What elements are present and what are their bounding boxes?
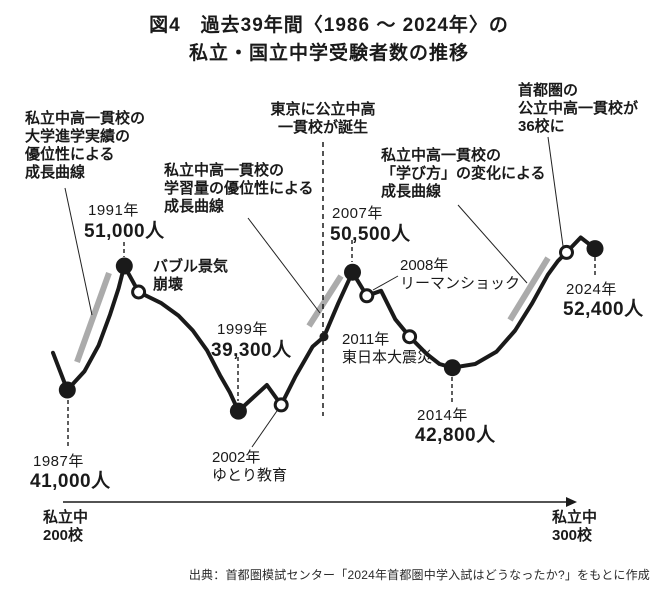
label-2024-year: 2024年 — [566, 281, 617, 298]
data-point-1991 — [115, 257, 133, 275]
event-label-lehman: 2008年 リーマンショック — [400, 257, 521, 292]
label-2014-value: 42,800人 — [415, 425, 496, 446]
event-label-yutori: 2002年 ゆとり教育 — [212, 449, 288, 484]
pointer-yutori-label — [251, 407, 280, 448]
event-label-shutoken: 首都圏の 公立中高一貫校が 36校に — [518, 82, 639, 135]
pointer-annotation-3 — [457, 204, 528, 284]
annotation-university-results: 私立中高一貫校の 大学進学実績の 優位性による 成長曲線 — [25, 110, 146, 181]
label-1999-value: 39,300人 — [211, 340, 292, 361]
growth-bar-1987-1991 — [74, 271, 112, 364]
annotation-learning-style: 私立中高一貫校の 「学び方」の変化による 成長曲線 — [381, 147, 546, 200]
label-2014-year: 2014年 — [417, 407, 468, 424]
x-axis-arrowhead — [566, 497, 577, 507]
growth-bar-2014-2024 — [507, 256, 551, 322]
label-2007-year: 2007年 — [332, 205, 383, 222]
data-point-1992 — [131, 284, 147, 300]
pointer-lehman-label — [372, 275, 399, 291]
event-label-tokyo: 東京に公立中高 一貫校が誕生 — [270, 101, 376, 136]
pointer-annotation-1 — [64, 187, 93, 316]
growth-bar-2002-2007 — [306, 274, 344, 328]
label-1987-value: 41,000人 — [30, 471, 111, 492]
data-point-1999 — [229, 402, 247, 420]
x-axis-caption-left: 私立中 200校 — [43, 509, 89, 544]
data-point-2005 — [319, 332, 329, 342]
data-point-2011 — [402, 329, 418, 345]
figure-title-line1: 図4 過去39年間〈1986 ～ 2024年〉の — [149, 15, 509, 36]
data-point-1987 — [58, 381, 76, 399]
label-1987-year: 1987年 — [33, 453, 84, 470]
label-2024-value: 52,400人 — [563, 299, 644, 320]
event-label-bubble: バブル景気 崩壊 — [153, 258, 229, 293]
data-point-2024 — [586, 240, 604, 258]
data-point-2014 — [443, 359, 461, 377]
label-1999-year: 1999年 — [217, 321, 268, 338]
series-layer — [51, 235, 604, 420]
pointer-annotation-2 — [247, 217, 321, 314]
label-1991-year: 1991年 — [88, 202, 139, 219]
label-2007-value: 50,500人 — [330, 224, 411, 245]
data-point-2002 — [273, 397, 289, 413]
data-point-2022 — [559, 244, 574, 260]
source-credit: 出典：首都圏模試センター「2024年首都圏中学入試はどうなったか?」をもとに作成 — [188, 568, 650, 582]
data-point-2007 — [344, 263, 361, 281]
event-label-earthquake: 2011年 東日本大震災 — [342, 331, 433, 366]
figure-title-line2: 私立・国立中学受験者数の推移 — [188, 43, 469, 64]
annotation-study-volume: 私立中高一貫校の 学習量の優位性による 成長曲線 — [164, 162, 314, 215]
data-point-2008 — [359, 288, 375, 304]
label-1991-value: 51,000人 — [84, 221, 165, 242]
pointer-shutoken-label — [547, 136, 564, 247]
x-axis-caption-right: 私立中 300校 — [552, 509, 598, 544]
